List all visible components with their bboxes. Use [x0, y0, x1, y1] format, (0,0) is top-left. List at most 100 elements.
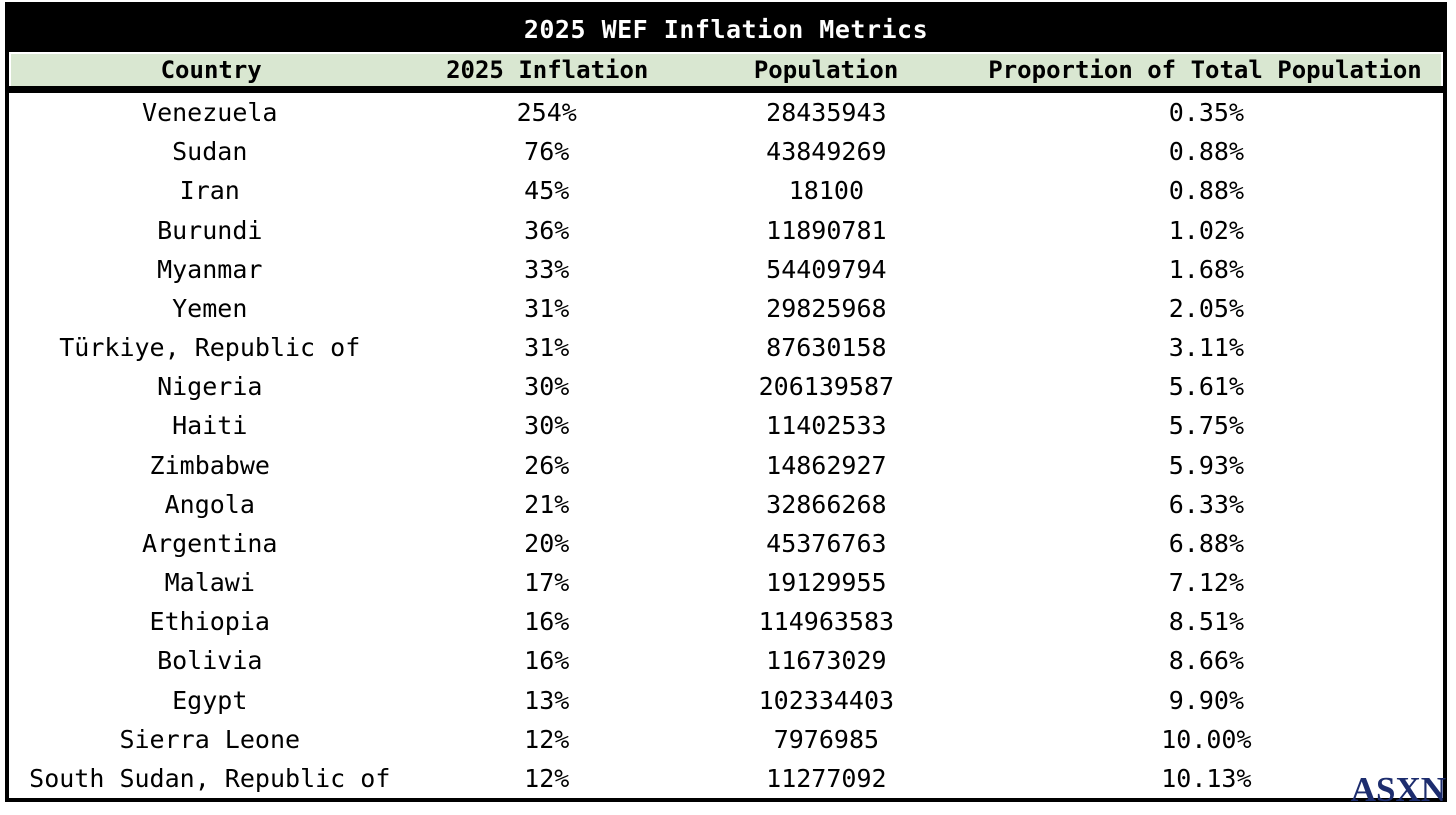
population-cell: 114963583: [758, 607, 895, 637]
inflation-cell: 254%: [516, 98, 577, 128]
proportion-cell: 1.02%: [1168, 215, 1244, 245]
population-cell: 102334403: [758, 685, 895, 715]
proportion-cell: 9.90%: [1168, 685, 1244, 715]
proportion-cell: 8.51%: [1168, 607, 1244, 637]
page-title: 2025 WEF Inflation Metrics: [523, 14, 929, 44]
inflation-cell: 13%: [524, 685, 570, 715]
population-cell: 32866268: [766, 489, 887, 519]
proportion-cell: 5.93%: [1168, 450, 1244, 480]
inflation-cell: 20%: [524, 528, 570, 558]
country-cell: Sudan: [172, 137, 248, 167]
population-cell: 54409794: [766, 254, 887, 284]
country-cell: Sierra Leone: [119, 724, 301, 754]
country-cell: Egypt: [172, 685, 248, 715]
country-cell: Venezuela: [142, 98, 278, 128]
inflation-cell: 12%: [524, 764, 570, 793]
inflation-cell: 31%: [524, 293, 570, 323]
table-row: Egypt 13% 102334403 9.90%: [9, 681, 1443, 720]
proportion-cell: 0.88%: [1168, 137, 1244, 167]
country-cell: Türkiye, Republic of: [59, 333, 361, 363]
table-row: Burundi 36% 11890781 1.02%: [9, 211, 1443, 250]
proportion-cell: 6.33%: [1168, 489, 1244, 519]
proportion-cell: 0.35%: [1168, 98, 1244, 128]
table-row: Angola 21% 32866268 6.33%: [9, 485, 1443, 524]
proportion-cell: 2.05%: [1168, 293, 1244, 323]
country-cell: Nigeria: [157, 372, 263, 402]
header-divider: [9, 86, 1443, 93]
table-row: South Sudan, Republic of 12% 11277092 10.13…: [9, 759, 1443, 798]
table-row: Haiti 30% 11402533 5.75%: [9, 406, 1443, 445]
population-cell: 14862927: [766, 450, 887, 480]
population-cell: 19129955: [766, 568, 887, 598]
inflation-cell: 76%: [524, 137, 570, 167]
country-cell: South Sudan, Republic of: [29, 764, 391, 793]
inflation-cell: 17%: [524, 568, 570, 598]
proportion-cell: 5.75%: [1168, 411, 1244, 441]
table-body: Venezuela 254% 28435943 0.35% Sudan 76% 438492…: [9, 93, 1443, 798]
inflation-cell: 30%: [524, 411, 570, 441]
table-row: Ethiopia 16% 114963583 8.51%: [9, 602, 1443, 641]
country-cell: Malawi: [164, 568, 255, 598]
population-cell: 28435943: [766, 98, 887, 128]
proportion-cell: 8.66%: [1168, 646, 1244, 676]
country-cell: Argentina: [142, 528, 278, 558]
country-cell: Iran: [179, 176, 240, 206]
proportion-cell: 10.13%: [1161, 764, 1252, 793]
table-row: Malawi 17% 19129955 7.12%: [9, 563, 1443, 602]
inflation-cell: 33%: [524, 254, 570, 284]
population-cell: 11673029: [766, 646, 887, 676]
inflation-cell: 16%: [524, 646, 570, 676]
population-cell: 45376763: [766, 528, 887, 558]
table-row: Zimbabwe 26% 14862927 5.93%: [9, 446, 1443, 485]
inflation-cell: 30%: [524, 372, 570, 402]
population-cell: 29825968: [766, 293, 887, 323]
inflation-cell: 36%: [524, 215, 570, 245]
country-cell: Haiti: [172, 411, 248, 441]
inflation-cell: 26%: [524, 450, 570, 480]
population-cell: 206139587: [758, 372, 895, 402]
header-strip: Country 2025 Inflation Population Propor…: [9, 52, 1443, 86]
inflation-cell: 12%: [524, 724, 570, 754]
table-row: Yemen 31% 29825968 2.05%: [9, 289, 1443, 328]
population-cell: 87630158: [766, 333, 887, 363]
table-row: Sierra Leone 12% 7976985 10.00%: [9, 720, 1443, 759]
header-row: Country 2025 Inflation Population Propor…: [11, 54, 1441, 86]
country-cell: Yemen: [172, 293, 248, 323]
population-cell: 43849269: [766, 137, 887, 167]
table-row: Nigeria 30% 206139587 5.61%: [9, 367, 1443, 406]
table-row: Argentina 20% 45376763 6.88%: [9, 524, 1443, 563]
country-cell: Zimbabwe: [149, 450, 270, 480]
proportion-cell: 3.11%: [1168, 333, 1244, 363]
inflation-table: 2025 WEF Inflation Metrics Country 2025 …: [5, 2, 1447, 802]
proportion-cell: 5.61%: [1168, 372, 1244, 402]
population-cell: 11402533: [766, 411, 887, 441]
table-row: Venezuela 254% 28435943 0.35%: [9, 93, 1443, 132]
inflation-cell: 21%: [524, 489, 570, 519]
country-cell: Burundi: [157, 215, 263, 245]
column-header-inflation: 2025 Inflation: [446, 56, 649, 84]
table-row: Bolivia 16% 11673029 8.66%: [9, 641, 1443, 680]
population-cell: 7976985: [773, 724, 880, 754]
column-header-country: Country: [160, 56, 262, 84]
proportion-cell: 7.12%: [1168, 568, 1244, 598]
table-row: Türkiye, Republic of 31% 87630158 3.11%: [9, 328, 1443, 367]
table-row: Iran 45% 18100 0.88%: [9, 171, 1443, 210]
table-row: Sudan 76% 43849269 0.88%: [9, 132, 1443, 171]
country-cell: Myanmar: [157, 254, 263, 284]
population-cell: 11277092: [766, 764, 887, 793]
population-cell: 11890781: [766, 215, 887, 245]
proportion-cell: 6.88%: [1168, 528, 1244, 558]
inflation-cell: 16%: [524, 607, 570, 637]
country-cell: Ethiopia: [149, 607, 270, 637]
proportion-cell: 10.00%: [1161, 724, 1252, 754]
title-bar: 2025 WEF Inflation Metrics: [9, 6, 1443, 52]
inflation-cell: 45%: [524, 176, 570, 206]
proportion-cell: 0.88%: [1168, 176, 1244, 206]
column-header-population: Population: [753, 56, 899, 84]
country-cell: Bolivia: [157, 646, 263, 676]
inflation-cell: 31%: [524, 333, 570, 363]
asxn-logo: ASXN: [1350, 770, 1446, 809]
table-row: Myanmar 33% 54409794 1.68%: [9, 250, 1443, 289]
column-header-proportion: Proportion of Total Population: [988, 56, 1422, 84]
